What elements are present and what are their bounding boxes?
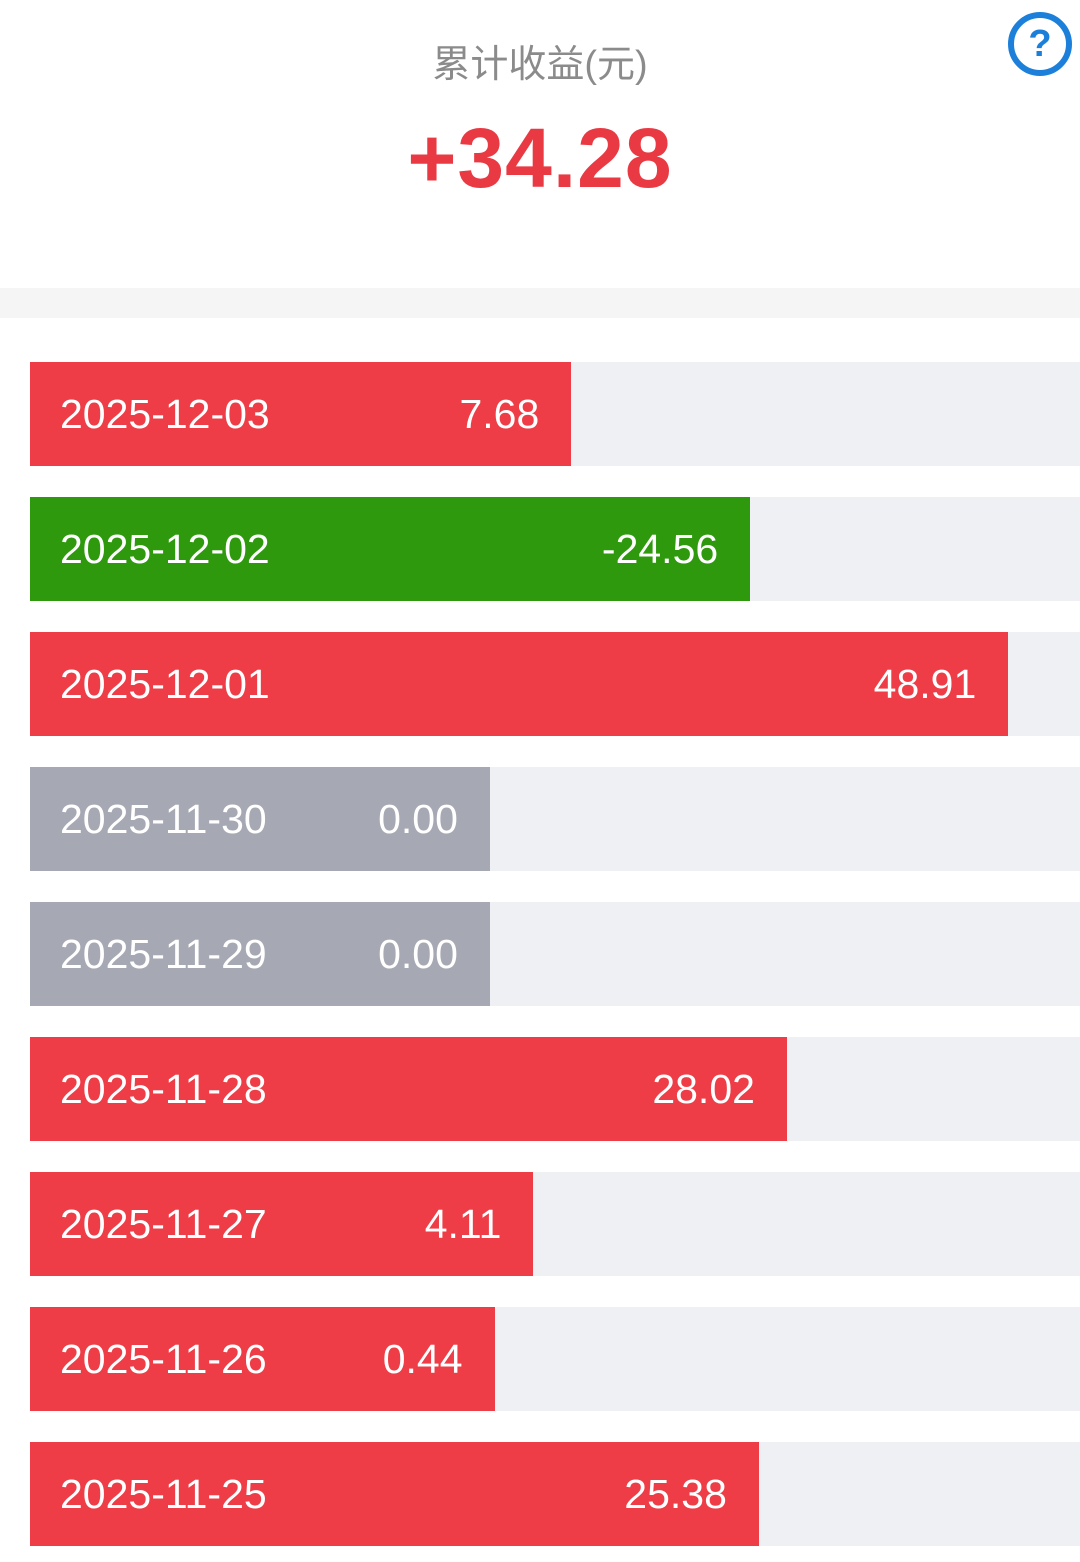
- bar-row[interactable]: 2025-11-25 25.38: [30, 1442, 1080, 1546]
- bar-value-label: 4.11: [424, 1200, 502, 1247]
- bar-value-label: 0.00: [378, 795, 458, 842]
- bar-value-label: -24.56: [601, 525, 719, 572]
- daily-profit-bar: 2025-11-30 0.00: [30, 767, 490, 871]
- daily-profit-bar: 2025-12-01 48.91: [30, 632, 1009, 736]
- bar-date-label: 2025-12-03: [60, 390, 270, 437]
- daily-profit-bar: 2025-11-25 25.38: [30, 1442, 759, 1546]
- bar-row[interactable]: 2025-12-02 -24.56: [30, 497, 1080, 601]
- daily-profit-bar: 2025-11-26 0.44: [30, 1307, 495, 1411]
- bar-date-label: 2025-11-30: [60, 795, 267, 842]
- bar-row[interactable]: 2025-11-27 4.11: [30, 1172, 1080, 1276]
- bar-date-label: 2025-11-27: [60, 1200, 267, 1247]
- bar-value-label: 25.38: [624, 1470, 727, 1517]
- bar-date-label: 2025-11-28: [60, 1065, 267, 1112]
- bar-row[interactable]: 2025-11-30 0.00: [30, 767, 1080, 871]
- bar-value-label: 0.44: [382, 1335, 463, 1382]
- bar-row[interactable]: 2025-11-29 0.00: [30, 902, 1080, 1006]
- daily-profit-bar: 2025-12-02 -24.56: [30, 497, 751, 601]
- bar-date-label: 2025-11-26: [60, 1335, 267, 1382]
- bar-date-label: 2025-11-25: [60, 1470, 267, 1517]
- daily-profit-bar: 2025-11-28 28.02: [30, 1037, 787, 1141]
- bar-date-label: 2025-12-02: [60, 525, 270, 572]
- bar-value-label: 7.68: [459, 390, 540, 437]
- help-icon[interactable]: ?: [1008, 12, 1072, 76]
- bar-date-label: 2025-11-29: [60, 930, 267, 977]
- section-divider: [0, 288, 1080, 318]
- daily-profit-bar: 2025-12-03 7.68: [30, 362, 572, 466]
- page-title: 累计收益(元): [432, 44, 648, 86]
- total-profit-value: +34.28: [407, 111, 673, 205]
- bar-row[interactable]: 2025-11-26 0.44: [30, 1307, 1080, 1411]
- bar-list: 2025-12-03 7.68 2025-12-02 -24.56 2025-12-01…: [30, 362, 1080, 1546]
- bar-row[interactable]: 2025-11-28 28.02: [30, 1037, 1080, 1141]
- bar-value-label: 28.02: [652, 1065, 755, 1112]
- bar-row[interactable]: 2025-12-01 48.91: [30, 632, 1080, 736]
- bar-date-label: 2025-12-01: [60, 660, 270, 707]
- daily-profit-bar: 2025-11-29 0.00: [30, 902, 490, 1006]
- question-mark-glyph: ?: [1028, 23, 1052, 65]
- bar-row[interactable]: 2025-12-03 7.68: [30, 362, 1080, 466]
- bar-value-label: 0.00: [378, 930, 458, 977]
- daily-profit-bar: 2025-11-27 4.11: [30, 1172, 534, 1276]
- bar-value-label: 48.91: [873, 660, 977, 707]
